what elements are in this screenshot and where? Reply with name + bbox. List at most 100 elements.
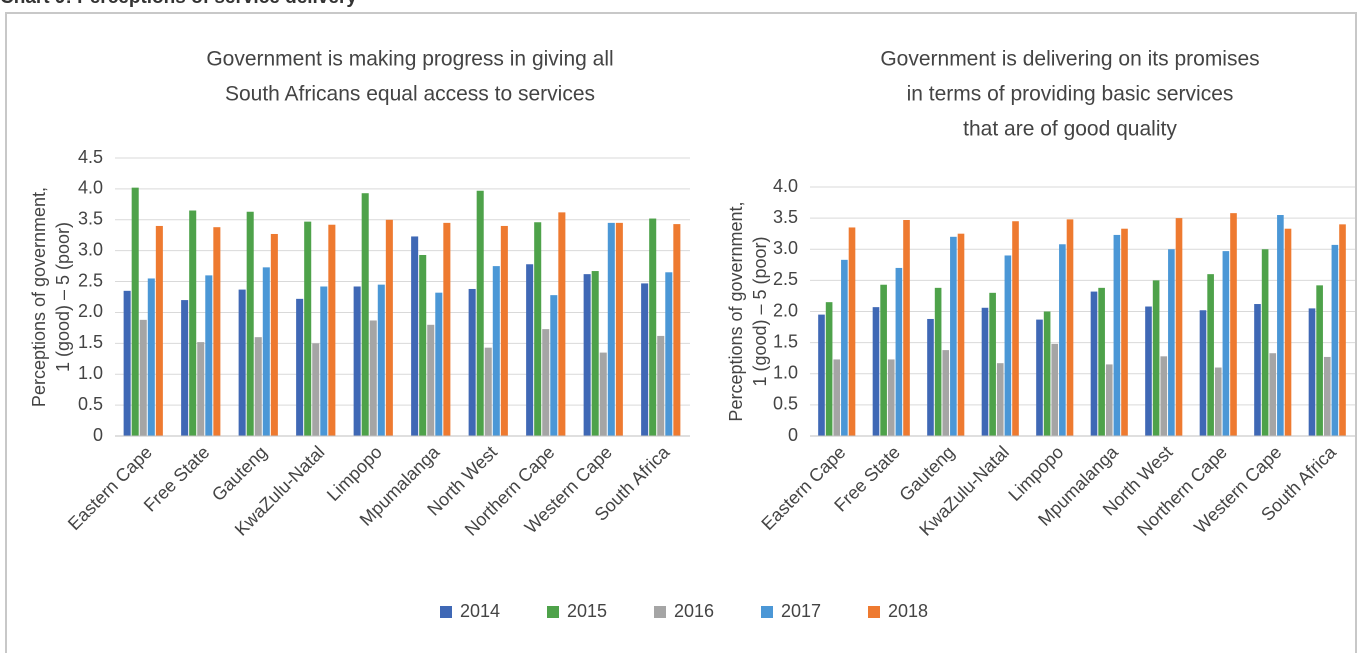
bar bbox=[246, 211, 254, 436]
bar bbox=[887, 359, 895, 436]
bar bbox=[312, 343, 320, 436]
bar bbox=[526, 264, 534, 436]
bar bbox=[673, 224, 681, 436]
bar bbox=[1199, 310, 1207, 436]
bar bbox=[1308, 308, 1316, 436]
y-tick-label: 3.0 bbox=[773, 238, 798, 258]
bar bbox=[665, 272, 673, 436]
bar bbox=[641, 283, 649, 436]
y-tick-label: 1.0 bbox=[78, 363, 103, 383]
y-axis-label: 1 (good) – 5 (poor) bbox=[750, 236, 770, 386]
bar bbox=[542, 329, 550, 436]
legend-label: 2016 bbox=[674, 601, 714, 621]
bar bbox=[1175, 218, 1183, 436]
bar bbox=[377, 284, 385, 436]
y-tick-label: 0.5 bbox=[773, 394, 798, 414]
y-axis-label: 1 (good) – 5 (poor) bbox=[53, 222, 73, 372]
chart-title: Government is delivering on its promises bbox=[880, 48, 1259, 71]
bar bbox=[492, 266, 500, 436]
bar bbox=[328, 224, 336, 436]
bar bbox=[123, 290, 131, 436]
bar bbox=[1222, 251, 1230, 436]
bar bbox=[996, 363, 1004, 436]
bar bbox=[1214, 367, 1222, 436]
bar bbox=[927, 318, 934, 436]
bar bbox=[369, 320, 377, 436]
bar bbox=[1043, 311, 1051, 436]
y-tick-label: 1.5 bbox=[773, 331, 798, 351]
bar bbox=[942, 350, 950, 436]
y-axis-label: Perceptions of government, bbox=[29, 187, 49, 407]
bar bbox=[558, 212, 566, 436]
bar bbox=[1284, 228, 1292, 436]
bar bbox=[270, 233, 278, 436]
bar bbox=[1004, 255, 1012, 436]
y-tick-label: 2.5 bbox=[773, 269, 798, 289]
bar bbox=[599, 352, 607, 436]
bar bbox=[1113, 234, 1121, 436]
bar bbox=[181, 300, 189, 436]
legend-label: 2015 bbox=[567, 601, 607, 621]
y-tick-label: 2.0 bbox=[773, 300, 798, 320]
y-tick-label: 0.5 bbox=[78, 394, 103, 414]
y-tick-label: 3.0 bbox=[78, 239, 103, 259]
bar bbox=[903, 219, 910, 436]
chart-title: that are of good quality bbox=[963, 118, 1177, 141]
bar bbox=[1316, 285, 1323, 436]
bar bbox=[825, 302, 833, 436]
bar bbox=[427, 324, 435, 436]
bar bbox=[443, 222, 451, 436]
bar bbox=[950, 236, 957, 436]
bar bbox=[872, 307, 880, 436]
bar bbox=[550, 295, 558, 436]
bar bbox=[131, 187, 139, 436]
chart-title: Government is making progress in giving … bbox=[206, 48, 613, 71]
bar bbox=[435, 292, 443, 436]
bar bbox=[304, 221, 312, 436]
bar bbox=[649, 218, 657, 436]
bar bbox=[818, 314, 825, 436]
bar bbox=[353, 286, 361, 436]
bar bbox=[1160, 356, 1168, 436]
x-tick-label: Eastern Cape bbox=[757, 442, 849, 534]
y-tick-label: 3.5 bbox=[78, 209, 103, 229]
bar bbox=[989, 292, 996, 436]
bar bbox=[385, 219, 393, 436]
bar bbox=[500, 225, 508, 436]
bar bbox=[1331, 244, 1339, 436]
bar bbox=[957, 233, 965, 436]
bar bbox=[189, 210, 197, 436]
bar bbox=[468, 288, 476, 436]
bar bbox=[934, 287, 942, 436]
legend-swatch bbox=[868, 606, 880, 618]
legend-label: 2017 bbox=[781, 601, 821, 621]
bar bbox=[320, 286, 328, 436]
x-tick-label: Eastern Cape bbox=[64, 442, 156, 534]
bar bbox=[615, 222, 623, 436]
bar bbox=[833, 359, 841, 436]
y-tick-label: 4.5 bbox=[78, 147, 103, 167]
legend-label: 2014 bbox=[460, 601, 500, 621]
bar bbox=[1036, 319, 1043, 436]
bar bbox=[484, 347, 492, 436]
y-tick-label: 2.0 bbox=[78, 301, 103, 321]
bar bbox=[583, 274, 591, 436]
frame bbox=[5, 12, 1357, 653]
bar bbox=[1105, 364, 1113, 436]
y-tick-label: 4.0 bbox=[78, 178, 103, 198]
chart-title: South Africans equal access to services bbox=[225, 83, 595, 106]
bar bbox=[1207, 274, 1214, 436]
bar bbox=[534, 222, 542, 436]
bar bbox=[1261, 249, 1269, 436]
chart-title: in terms of providing basic services bbox=[907, 83, 1234, 106]
bar bbox=[1152, 280, 1160, 436]
bar bbox=[213, 227, 221, 436]
bar bbox=[841, 259, 848, 436]
bar bbox=[1230, 213, 1237, 436]
bar bbox=[296, 298, 304, 436]
bar bbox=[476, 190, 484, 436]
bar bbox=[848, 227, 856, 436]
bar bbox=[1090, 291, 1098, 436]
y-tick-label: 2.5 bbox=[78, 270, 103, 290]
